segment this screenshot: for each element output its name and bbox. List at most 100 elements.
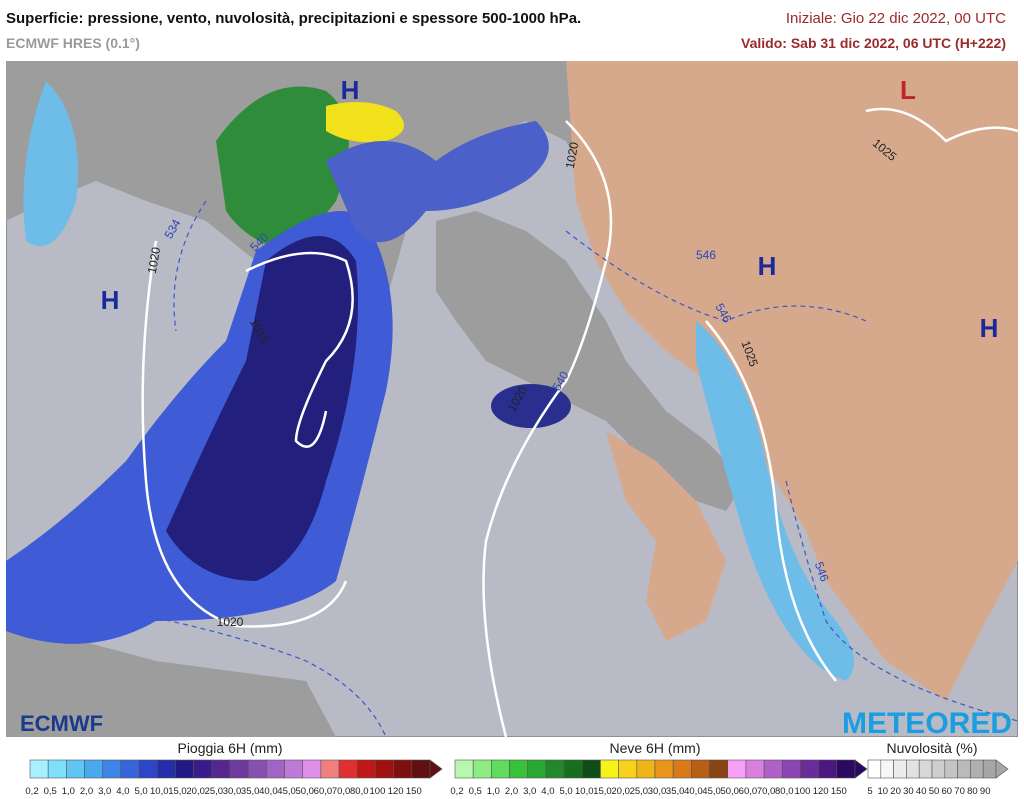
legend-swatch: [247, 759, 267, 779]
title: Superficie: pressione, vento, nuvolosità…: [6, 10, 582, 27]
legend-tick: 60,0: [314, 786, 333, 797]
legend-tick: 100: [370, 786, 386, 797]
legend-tick: 40,0: [259, 786, 278, 797]
legend-tick: 15,0: [593, 786, 612, 797]
isobar-label: 1020: [217, 615, 244, 629]
legend-swatch: [120, 759, 140, 779]
legend-tick: 50,0: [720, 786, 739, 797]
legend-tick: 5,0: [134, 786, 147, 797]
legend-tick: 40,0: [684, 786, 703, 797]
legend-swatch: [745, 759, 765, 779]
legend-tick: 4,0: [541, 786, 554, 797]
legend-tick: 20: [890, 786, 901, 797]
legend-tick: 2,0: [505, 786, 518, 797]
rain-heavy: [166, 236, 358, 581]
legend-tick: 10,0: [575, 786, 594, 797]
legend-swatch: [338, 759, 358, 779]
legend-tick: 20,0: [611, 786, 630, 797]
thickness-label: 546: [812, 560, 832, 584]
legend-tick: 0,5: [469, 786, 482, 797]
init-time: Iniziale: Gio 22 dic 2022, 00 UTC: [785, 10, 1006, 27]
high-label: H: [758, 251, 777, 281]
legend-swatch: [918, 759, 933, 779]
thickness-lines: [6, 200, 1018, 737]
legend-swatch: [284, 759, 304, 779]
legend-tick: 0,5: [44, 786, 57, 797]
legend-tick: 45,0: [277, 786, 296, 797]
legend-tick: 3,0: [98, 786, 111, 797]
legend-tick: 80,0: [775, 786, 794, 797]
legend-tick: 25,0: [205, 786, 224, 797]
legend-swatch: [175, 759, 194, 779]
legend-tick: 30: [903, 786, 914, 797]
low-label: L: [900, 75, 916, 105]
legend-arrow: [429, 759, 443, 779]
legend-swatch: [320, 759, 340, 779]
legend-tick: 90: [980, 786, 991, 797]
legend-swatch: [211, 759, 231, 779]
legend-swatch: [411, 759, 431, 779]
legend-tick: 120: [388, 786, 404, 797]
legend-tick: 20,0: [186, 786, 205, 797]
legend-tick: 70,0: [757, 786, 776, 797]
map: H L H H H 1020 1025 534 540 1020 1015 54…: [6, 61, 1018, 737]
legend-swatch: [931, 759, 946, 779]
legend-tick: 0,2: [25, 786, 38, 797]
legend-tick: 2,0: [80, 786, 93, 797]
legend-title: Nuvolosità (%): [886, 740, 977, 756]
legend-swatch: [691, 759, 710, 779]
legend-swatch: [156, 759, 176, 779]
legend-tick: 30,0: [648, 786, 667, 797]
legend-swatch: [763, 759, 783, 779]
calabria: [606, 431, 726, 641]
legend-swatch: [836, 759, 856, 779]
legend-swatch: [672, 759, 692, 779]
pressure-centers: H L H H H: [101, 75, 999, 343]
rain-tyrrhenian: [491, 384, 571, 428]
ecmwf-logo: ECMWF: [20, 711, 103, 736]
meteored-logo: METEORED: [842, 707, 1012, 737]
legend-swatch: [581, 759, 601, 779]
legend-swatch: [600, 759, 619, 779]
legend-tick: 50: [929, 786, 940, 797]
legend-tick: 35,0: [666, 786, 685, 797]
legend-swatch: [545, 759, 565, 779]
legend-tick: 1,0: [62, 786, 75, 797]
legend-tick: 15,0: [168, 786, 187, 797]
legend-swatch: [527, 759, 547, 779]
legend-swatch: [818, 759, 838, 779]
legend-tick: 40: [916, 786, 927, 797]
legend-tick: 100: [795, 786, 811, 797]
legend-tick: 80: [967, 786, 978, 797]
isobar-label: 1020: [145, 246, 163, 275]
legend-tick: 150: [831, 786, 847, 797]
legend-arrow: [854, 759, 868, 779]
legend-swatch: [491, 759, 510, 779]
legend-swatch: [193, 759, 213, 779]
legend-swatch: [618, 759, 638, 779]
land-east: [566, 61, 1018, 701]
legend-swatch: [266, 759, 285, 779]
legend-arrow: [995, 759, 1009, 779]
legend-swatch: [727, 759, 747, 779]
legend-swatch: [472, 759, 492, 779]
legend-swatch: [944, 759, 958, 779]
legend-tick: 70,0: [332, 786, 351, 797]
legend-swatch: [636, 759, 656, 779]
isobar-label: 1020: [563, 141, 581, 170]
legend-tick: 35,0: [241, 786, 260, 797]
rain-west: [23, 81, 78, 246]
legend-swatch: [47, 759, 67, 779]
isobars: [141, 107, 1018, 737]
legend-tick: 80,0: [350, 786, 369, 797]
high-label: H: [341, 75, 360, 105]
legend-swatch: [982, 759, 997, 779]
legend-tick: 4,0: [116, 786, 129, 797]
legend-swatch: [102, 759, 122, 779]
legend-swatch: [29, 759, 49, 779]
legend-tick: 10: [878, 786, 889, 797]
legend-tick: 1,0: [487, 786, 500, 797]
thickness-label: 546: [696, 248, 716, 262]
rain-north: [326, 121, 549, 243]
